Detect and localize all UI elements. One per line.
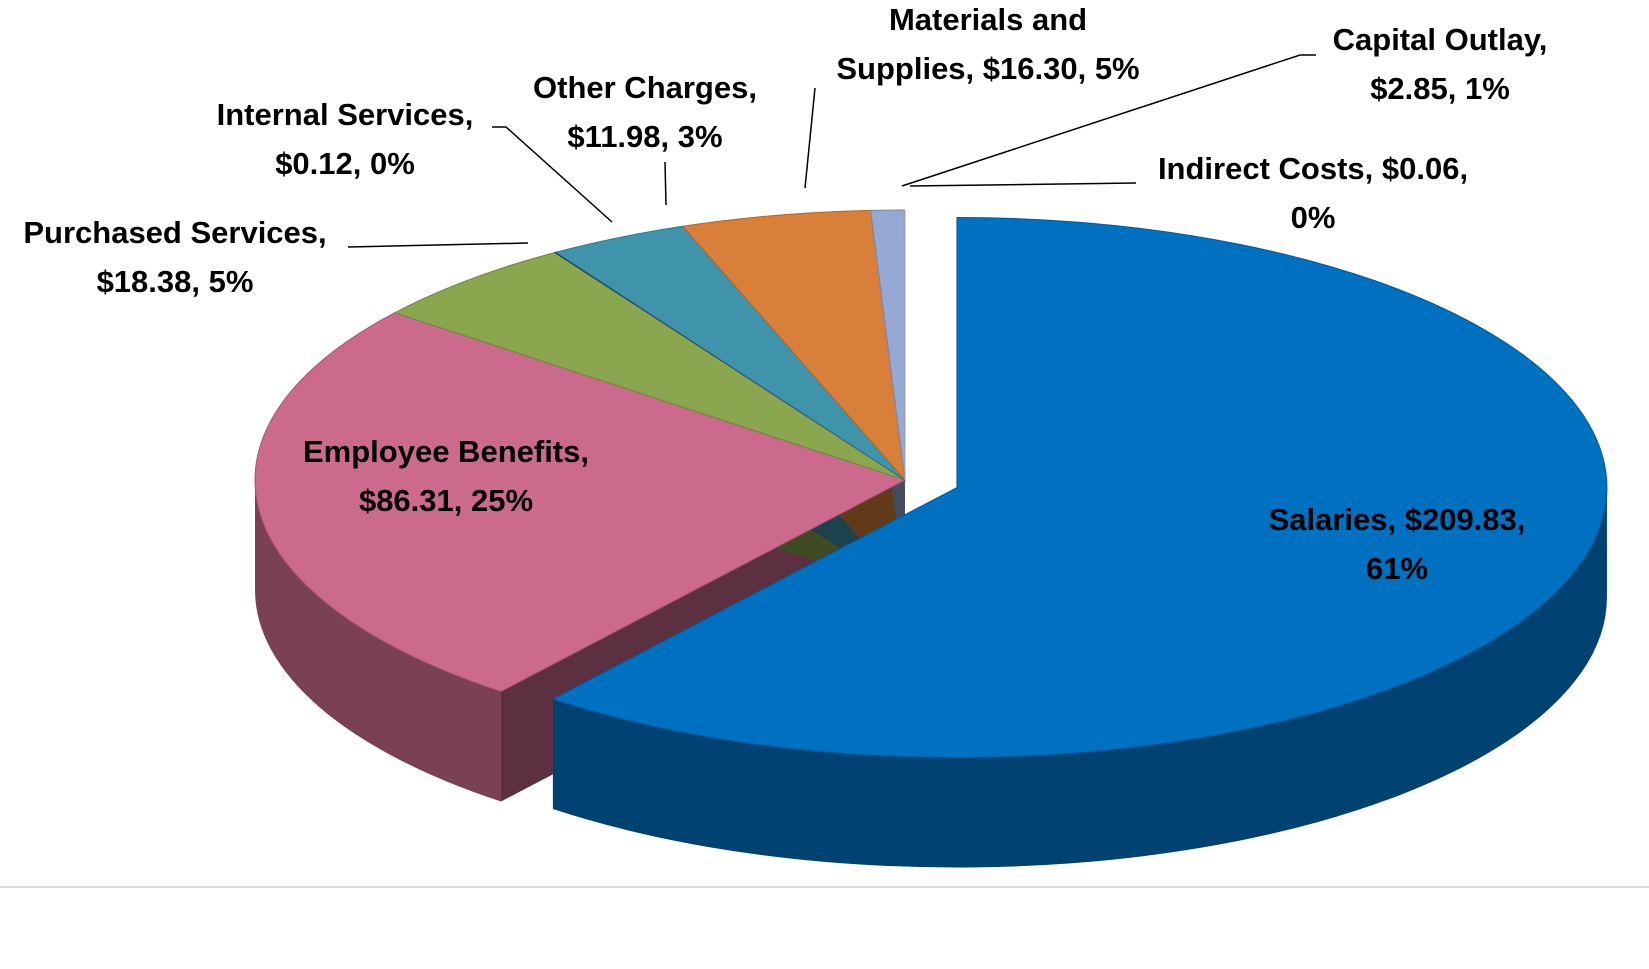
data-label: Internal Services, bbox=[217, 97, 474, 132]
leader-line bbox=[492, 126, 613, 223]
slice bbox=[254, 312, 907, 693]
leader-lines bbox=[347, 54, 1316, 248]
slice bbox=[551, 217, 1608, 758]
slice bbox=[393, 251, 906, 481]
data-label: Other Charges, bbox=[533, 70, 757, 105]
data-label: Employee Benefits, bbox=[303, 434, 589, 469]
data-label: Supplies, $16.30, 5% bbox=[836, 51, 1139, 86]
data-label: Materials and bbox=[889, 2, 1087, 37]
leader-line bbox=[347, 242, 529, 248]
leader-line bbox=[909, 182, 1137, 187]
data-label: Indirect Costs, $0.06, bbox=[1158, 151, 1468, 186]
pie bbox=[254, 209, 1608, 868]
data-label: $2.85, 1% bbox=[1370, 71, 1510, 106]
slice-side bbox=[255, 480, 502, 802]
leader-line bbox=[901, 54, 1316, 187]
data-labels: Salaries, $209.83, 61% Employee Benefits, $… bbox=[23, 2, 1547, 586]
data-label: $86.31, 25% bbox=[359, 483, 533, 518]
data-label: 0% bbox=[1291, 200, 1336, 235]
data-label: $11.98, 3% bbox=[567, 119, 722, 154]
leader-line bbox=[664, 161, 667, 206]
data-label: $18.38, 5% bbox=[97, 264, 254, 299]
data-label: Capital Outlay, bbox=[1333, 22, 1548, 57]
data-label: $0.12, 0% bbox=[275, 146, 415, 181]
data-label: Salaries, $209.83, bbox=[1269, 502, 1526, 537]
data-label: Purchased Services, bbox=[23, 215, 326, 250]
slice-side bbox=[552, 487, 1607, 868]
leader-line bbox=[804, 87, 816, 189]
data-label: 61% bbox=[1366, 551, 1428, 586]
slice bbox=[681, 209, 906, 482]
slice bbox=[903, 209, 906, 481]
